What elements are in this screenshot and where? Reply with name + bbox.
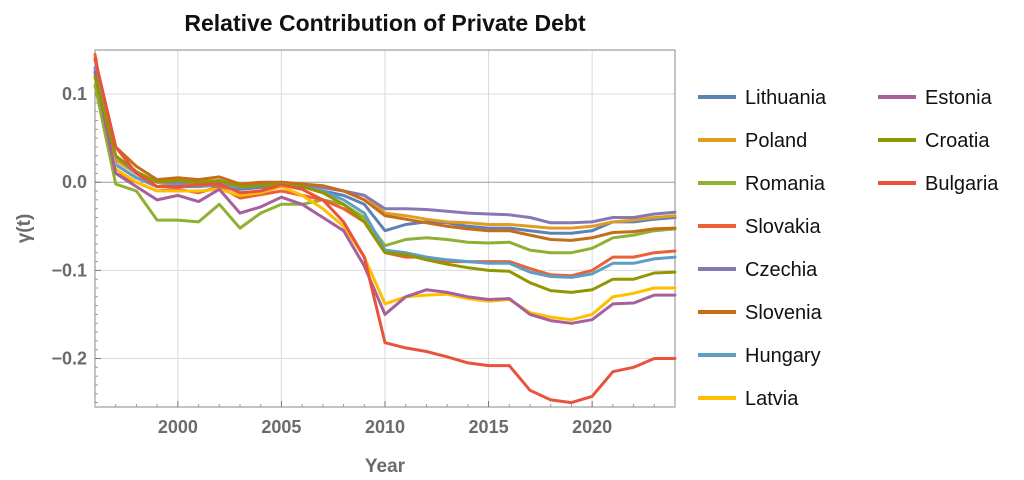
legend-label: Hungary [745, 345, 821, 367]
series-line-slovenia [93, 57, 677, 242]
tick-labels: 2000 2005 2010 2015 2020 0.1 0.0 −0.1 −0.2 [51, 84, 612, 437]
legend-item-czechia: Czechia [698, 259, 818, 281]
legend-label: Bulgaria [925, 173, 999, 195]
legend-item-slovenia: Slovenia [698, 302, 823, 324]
x-tick-label: 2020 [572, 417, 612, 437]
series-line-latvia [93, 70, 677, 322]
y-tick-label: 0.0 [62, 172, 87, 192]
y-tick-label: −0.2 [51, 349, 87, 369]
legend-label: Slovakia [745, 216, 821, 238]
legend-item-lithuania: Lithuania [698, 87, 827, 109]
x-tick-label: 2000 [158, 417, 198, 437]
legend-item-estonia: Estonia [878, 87, 993, 109]
series-line-estonia [93, 70, 677, 325]
x-axis-label: Year [365, 456, 406, 477]
legend-item-slovakia: Slovakia [698, 216, 821, 238]
x-tick-label: 2010 [365, 417, 405, 437]
legend-item-latvia: Latvia [698, 388, 799, 410]
legend-label: Lithuania [745, 87, 827, 109]
axis-ticks [94, 58, 676, 407]
legend-label: Poland [745, 130, 807, 152]
legend-item-croatia: Croatia [878, 130, 990, 152]
y-axis-label: γ(t) [14, 214, 35, 244]
legend-item-hungary: Hungary [698, 345, 821, 367]
legend-item-poland: Poland [698, 130, 807, 152]
series-line-romania [93, 83, 677, 255]
y-tick-label: −0.1 [51, 260, 87, 280]
legend-label: Romania [745, 173, 826, 195]
legend-label: Latvia [745, 388, 799, 410]
series-lines [93, 52, 677, 405]
x-tick-label: 2005 [261, 417, 301, 437]
legend-item-romania: Romania [698, 173, 826, 195]
legend-label: Slovenia [745, 302, 823, 324]
legend-label: Estonia [925, 87, 993, 109]
y-tick-label: 0.1 [62, 84, 87, 104]
legend-label: Croatia [925, 130, 990, 152]
legend: Lithuania Poland Romania Slovakia Czechia Slo… [698, 87, 999, 410]
chart-title: Relative Contribution of Private Debt [184, 10, 586, 36]
legend-item-bulgaria: Bulgaria [878, 173, 999, 195]
series-line-bulgaria [93, 57, 677, 405]
x-tick-label: 2015 [469, 417, 509, 437]
series-line-croatia [93, 74, 677, 294]
legend-label: Czechia [745, 259, 818, 281]
